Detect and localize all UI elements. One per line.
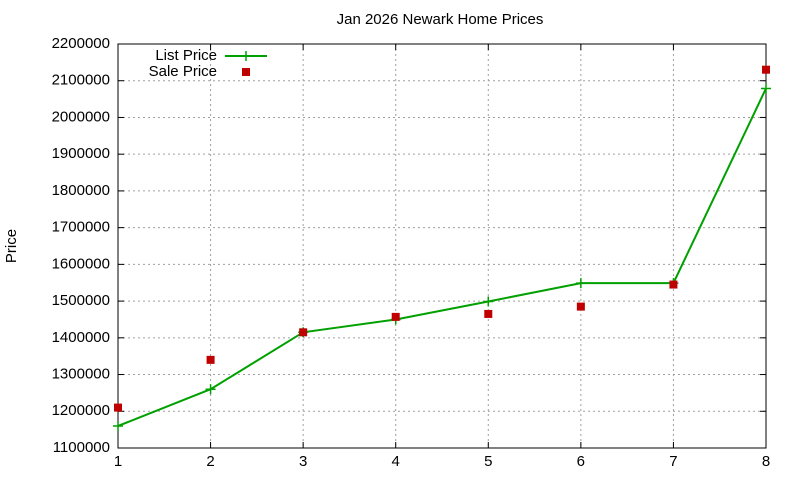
y-tick-label: 1200000 [52, 402, 110, 419]
x-tick-label: 7 [669, 453, 677, 470]
point-marker [113, 420, 123, 431]
point-marker [761, 83, 771, 94]
point-marker [242, 68, 250, 76]
point-marker [483, 296, 494, 307]
y-axis-label: Price [3, 229, 20, 263]
x-tick-label: 1 [114, 453, 122, 470]
x-tick-label: 3 [299, 453, 307, 470]
y-tick-label: 1500000 [52, 292, 110, 309]
chart-title: Jan 2026 Newark Home Prices [337, 11, 544, 28]
x-tick-label: 4 [392, 453, 400, 470]
y-tick-label: 1100000 [53, 439, 110, 456]
y-tick-label: 1800000 [52, 182, 110, 199]
point-marker [114, 403, 122, 412]
series-line [117, 88, 767, 427]
legend-label: List Price [155, 47, 217, 64]
y-tick-label: 2200000 [52, 35, 110, 52]
x-tick-label: 8 [762, 453, 770, 470]
x-tick-label: 2 [206, 453, 214, 470]
y-tick-label: 1700000 [52, 219, 110, 236]
legend-label: Sale Price [149, 63, 217, 80]
y-tick-label: 1600000 [52, 255, 110, 272]
y-tick-label: 1900000 [52, 145, 110, 162]
point-marker [206, 355, 215, 364]
point-marker [205, 384, 216, 395]
point-marker [484, 309, 493, 318]
y-tick-label: 2100000 [52, 72, 110, 89]
y-tick-label: 1300000 [52, 366, 110, 383]
plot-frame [117, 43, 767, 449]
point-marker [575, 278, 586, 289]
x-tick-label: 6 [577, 453, 585, 470]
x-tick-label: 5 [484, 453, 492, 470]
point-marker [576, 302, 585, 311]
point-marker [391, 312, 400, 321]
y-tick-label: 2000000 [52, 108, 110, 125]
y-tick-label: 1400000 [52, 329, 110, 346]
point-marker [669, 280, 678, 289]
point-marker [762, 65, 770, 74]
point-marker [241, 51, 251, 61]
point-marker [299, 328, 308, 337]
